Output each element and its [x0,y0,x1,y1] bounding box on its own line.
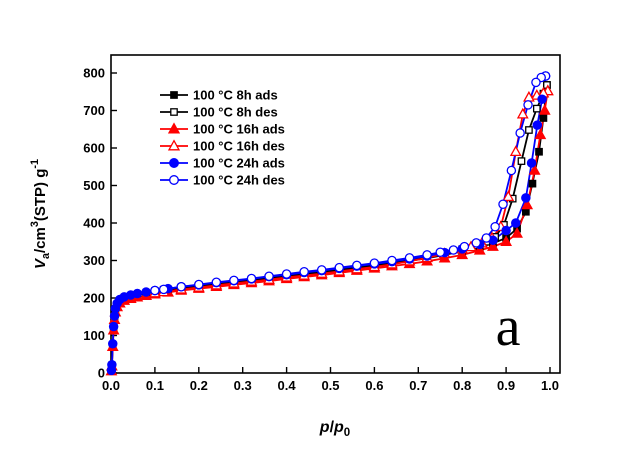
marker-triangle-solid [528,164,541,175]
marker-triangle-open [509,145,522,156]
marker-circle-open [523,100,533,110]
marker-circle-open [334,262,345,273]
marker-circle-open [264,271,274,281]
marker-triangle-open [516,107,529,119]
series-line-100-c-24h-ads [110,75,547,371]
marker-circle-open [387,255,397,266]
x-axis-label: p/p0 [319,419,350,439]
marker-circle-solid [141,287,151,297]
legend-label: 100 °C 24h des [193,173,285,188]
x-tick-label: 0.8 [453,378,471,393]
marker-square-solid [170,91,178,99]
marker-circle-solid [526,158,537,168]
marker-circle-solid [108,338,118,349]
legend-label: 100 °C 16h des [193,139,285,154]
x-tick-label: 0.6 [365,378,383,393]
marker-square-open [525,126,533,134]
marker-circle-open [506,165,517,176]
x-tick-label: 0.2 [190,378,208,393]
marker-circle-open [150,285,160,296]
marker-circle-open [498,199,508,209]
marker-circle-open [435,247,445,257]
marker-circle-open [531,77,541,88]
marker-circle-solid [169,158,179,168]
marker-circle-open [448,245,459,255]
x-tick-label: 0.1 [146,378,164,393]
marker-triangle-solid [534,128,547,140]
y-axis-label: Va/cm3(STP) g-1 [29,159,52,269]
marker-circle-open [176,281,186,292]
marker-square-solid [535,147,543,156]
marker-triangle-solid [167,122,181,134]
marker-square-solid [539,114,548,122]
y-tick-label: 300 [83,253,105,268]
marker-circle-open [316,265,327,275]
marker-circle-open [422,250,432,260]
x-tick-label: 0.7 [409,378,427,393]
marker-triangle-solid [538,104,551,115]
marker-circle-open [299,266,309,277]
marker-circle-open [352,260,362,271]
marker-circle-solid [537,94,547,105]
marker-circle-open [404,253,415,263]
y-tick-label: 200 [83,291,105,306]
marker-square-open [517,157,526,165]
marker-square-open [532,104,541,113]
marker-circle-open [158,284,169,295]
marker-circle-solid [132,288,143,299]
marker-circle-solid [511,218,521,228]
legend-label: 100 °C 8h des [193,105,278,120]
y-tick-label: 600 [83,141,105,156]
legend-label: 100 °C 8h ads [193,88,278,103]
marker-triangle-open [167,139,181,151]
marker-triangle-open [502,190,515,201]
x-tick-label: 0.4 [278,378,297,393]
marker-circle-open [194,279,204,290]
marker-triangle-solid [511,227,523,238]
marker-circle-open [490,221,500,232]
marker-square-solid [528,179,537,188]
marker-circle-open [515,128,525,138]
marker-circle-open [481,233,492,243]
marker-square-open [170,108,178,116]
x-tick-label: 0.3 [234,378,252,393]
y-tick-label: 100 [83,328,105,343]
marker-circle-solid [108,321,119,332]
marker-circle-open [281,269,292,279]
legend-label: 100 °C 16h ads [193,122,285,137]
y-tick-label: 700 [83,103,105,118]
marker-circle-solid [532,120,543,130]
panel-label: a [496,296,521,358]
marker-circle-open [229,275,239,286]
y-tick-label: 500 [83,178,105,193]
x-tick-label: 1.0 [541,378,559,393]
marker-circle-solid [501,225,511,236]
x-tick-label: 0.0 [102,378,120,393]
marker-circle-solid [521,193,531,203]
marker-circle-open [459,241,470,252]
marker-triangle-solid [521,198,534,210]
marker-circle-open [369,258,380,268]
marker-triangle-solid [487,240,499,251]
marker-square-solid [522,207,530,216]
y-tick-label: 800 [83,66,105,81]
marker-circle-open [471,238,481,248]
marker-triangle-solid [500,235,513,246]
y-tick-label: 0 [98,366,105,381]
marker-triangle-solid [456,248,469,260]
marker-circle-open [169,175,179,185]
legend-label: 100 °C 24h ads [193,156,285,171]
marker-circle-open [211,277,222,287]
marker-circle-open [246,273,257,284]
y-tick-label: 400 [83,216,105,231]
plot-frame [110,54,561,374]
marker-triangle-solid [473,243,486,255]
x-tick-label: 0.9 [497,378,515,393]
x-tick-label: 0.5 [321,378,339,393]
marker-circle-solid [107,359,117,370]
